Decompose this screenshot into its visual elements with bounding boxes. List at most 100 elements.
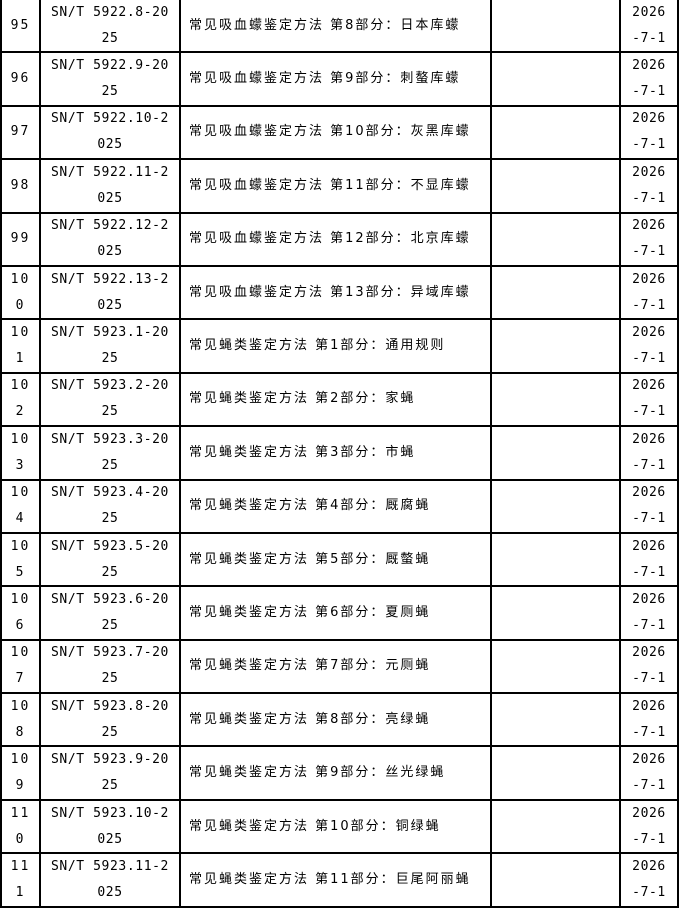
- empty-cell-cell: [492, 747, 621, 799]
- empty-cell-cell: [492, 160, 621, 212]
- standard-name: 常见吸血蠓鉴定方法 第9部分：刺螯库蠓: [189, 71, 461, 87]
- standard-code-cell: SN/T 5923.8-2025: [41, 694, 181, 746]
- standard-name: 常见蝇类鉴定方法 第10部分：铜绿蝇: [189, 818, 441, 834]
- row-number-cell: 105: [0, 533, 41, 586]
- standard-code-cell: SN/T 5923.1-2025: [41, 320, 181, 372]
- row-number: 98: [10, 177, 31, 193]
- standard-code-cell: SN/T 5923.11-2025: [41, 854, 181, 906]
- table-row: 108 SN/T 5923.8-2025 常见蝇类鉴定方法 第8部分：亮绿蝇 2026…: [0, 694, 679, 748]
- empty-cell-cell: [492, 106, 621, 159]
- row-number-cell: 109: [0, 747, 41, 799]
- standard-code: SN/T 5923.9-2025: [51, 752, 169, 794]
- effective-date: 2026-7-1: [632, 218, 666, 260]
- standard-code: SN/T 5922.12-2025: [51, 218, 169, 260]
- standard-code-cell: SN/T 5923.5-2025: [41, 533, 181, 586]
- row-number-cell: 111: [0, 854, 41, 906]
- table-row: 106 SN/T 5923.6-2025 常见蝇类鉴定方法 第6部分：夏厕蝇 2026…: [0, 587, 679, 641]
- effective-date-cell: 2026-7-1: [621, 587, 679, 639]
- row-number: 95: [10, 17, 31, 33]
- effective-date: 2026-7-1: [632, 58, 666, 100]
- effective-date-cell: 2026-7-1: [621, 320, 679, 372]
- standard-code: SN/T 5923.11-2025: [51, 858, 169, 900]
- standard-code-cell: SN/T 5922.8-2025: [41, 0, 181, 52]
- standard-code-cell: SN/T 5922.9-2025: [41, 53, 181, 105]
- effective-date-cell: 2026-7-1: [621, 640, 679, 693]
- standard-name: 常见吸血蠓鉴定方法 第12部分：北京库蠓: [189, 231, 471, 247]
- table-row: 98 SN/T 5922.11-2025 常见吸血蠓鉴定方法 第11部分：不显库蠓 2…: [0, 160, 679, 214]
- standard-name: 常见蝇类鉴定方法 第6部分：夏厕蝇: [189, 604, 431, 620]
- standard-name-cell: 常见蝇类鉴定方法 第4部分：厩腐蝇: [181, 480, 492, 532]
- effective-date: 2026-7-1: [632, 378, 666, 420]
- row-number: 107: [10, 645, 31, 687]
- standard-name-cell: 常见蝇类鉴定方法 第3部分：市蝇: [181, 427, 492, 479]
- row-number: 111: [10, 858, 31, 900]
- row-number: 96: [10, 71, 31, 87]
- effective-date: 2026-7-1: [632, 4, 666, 46]
- effective-date-cell: 2026-7-1: [621, 53, 679, 105]
- standard-name-cell: 常见吸血蠓鉴定方法 第11部分：不显库蠓: [181, 160, 492, 212]
- table-row: 110 SN/T 5923.10-2025 常见蝇类鉴定方法 第10部分：铜绿蝇 20…: [0, 800, 679, 855]
- table-row: 105 SN/T 5923.5-2025 常见蝇类鉴定方法 第5部分：厩螫蝇 2026…: [0, 533, 679, 588]
- standard-name-cell: 常见蝇类鉴定方法 第7部分：元厕蝇: [181, 640, 492, 693]
- empty-cell-cell: [492, 533, 621, 586]
- effective-date: 2026-7-1: [632, 592, 666, 633]
- empty-cell-cell: [492, 694, 621, 746]
- table-row: 101 SN/T 5923.1-2025 常见蝇类鉴定方法 第1部分：通用规则 202…: [0, 320, 679, 374]
- row-number: 100: [10, 271, 31, 313]
- standard-code-cell: SN/T 5923.2-2025: [41, 373, 181, 426]
- standard-name-cell: 常见吸血蠓鉴定方法 第8部分：日本库蠓: [181, 0, 492, 52]
- row-number-cell: 107: [0, 640, 41, 693]
- empty-cell-cell: [492, 320, 621, 372]
- empty-cell-cell: [492, 266, 621, 319]
- empty-cell-cell: [492, 854, 621, 906]
- row-number-cell: 103: [0, 427, 41, 479]
- row-number: 106: [10, 592, 31, 633]
- standard-code: SN/T 5923.6-2025: [51, 592, 169, 633]
- standard-code-cell: SN/T 5923.3-2025: [41, 427, 181, 479]
- row-number: 101: [10, 325, 31, 367]
- standard-code-cell: SN/T 5923.9-2025: [41, 747, 181, 799]
- empty-cell-cell: [492, 373, 621, 426]
- standard-code: SN/T 5922.11-2025: [51, 164, 169, 206]
- standard-name-cell: 常见蝇类鉴定方法 第10部分：铜绿蝇: [181, 800, 492, 853]
- effective-date-cell: 2026-7-1: [621, 800, 679, 853]
- table-row: 97 SN/T 5922.10-2025 常见吸血蠓鉴定方法 第10部分：灰黑库蠓 2…: [0, 106, 679, 161]
- effective-date-cell: 2026-7-1: [621, 106, 679, 159]
- row-number-cell: 104: [0, 480, 41, 532]
- empty-cell-cell: [492, 800, 621, 853]
- standard-code-cell: SN/T 5923.7-2025: [41, 640, 181, 693]
- standard-name-cell: 常见吸血蠓鉴定方法 第10部分：灰黑库蠓: [181, 106, 492, 159]
- row-number-cell: 106: [0, 587, 41, 639]
- row-number-cell: 98: [0, 160, 41, 212]
- table-row: 103 SN/T 5923.3-2025 常见蝇类鉴定方法 第3部分：市蝇 2026-…: [0, 427, 679, 481]
- standard-code: SN/T 5923.2-2025: [51, 378, 169, 420]
- standard-name: 常见蝇类鉴定方法 第7部分：元厕蝇: [189, 658, 431, 674]
- effective-date: 2026-7-1: [632, 271, 666, 313]
- standard-code-cell: SN/T 5923.4-2025: [41, 480, 181, 532]
- standard-code-cell: SN/T 5923.6-2025: [41, 587, 181, 639]
- table-row: 102 SN/T 5923.2-2025 常见蝇类鉴定方法 第2部分：家蝇 2026-…: [0, 373, 679, 428]
- effective-date-cell: 2026-7-1: [621, 480, 679, 532]
- row-number: 104: [10, 485, 31, 527]
- row-number-cell: 96: [0, 53, 41, 105]
- standard-name: 常见蝇类鉴定方法 第1部分：通用规则: [189, 338, 446, 354]
- row-number-cell: 110: [0, 800, 41, 853]
- effective-date: 2026-7-1: [632, 752, 666, 794]
- standard-name-cell: 常见吸血蠓鉴定方法 第13部分：异域库蠓: [181, 266, 492, 319]
- empty-cell-cell: [492, 587, 621, 639]
- effective-date: 2026-7-1: [632, 485, 666, 527]
- standard-name: 常见蝇类鉴定方法 第5部分：厩螫蝇: [189, 551, 431, 567]
- standard-name-cell: 常见吸血蠓鉴定方法 第9部分：刺螯库蠓: [181, 53, 492, 105]
- empty-cell-cell: [492, 213, 621, 265]
- effective-date: 2026-7-1: [632, 698, 666, 740]
- row-number: 105: [10, 538, 31, 580]
- table-row: 96 SN/T 5922.9-2025 常见吸血蠓鉴定方法 第9部分：刺螯库蠓 202…: [0, 53, 679, 107]
- row-number: 99: [10, 231, 31, 247]
- standard-code: SN/T 5922.8-2025: [51, 4, 169, 46]
- standard-code: SN/T 5923.8-2025: [51, 698, 169, 740]
- table-row: 109 SN/T 5923.9-2025 常见蝇类鉴定方法 第9部分：丝光绿蝇 202…: [0, 747, 679, 801]
- row-number: 109: [10, 752, 31, 794]
- standard-name: 常见吸血蠓鉴定方法 第13部分：异域库蠓: [189, 284, 471, 300]
- empty-cell-cell: [492, 53, 621, 105]
